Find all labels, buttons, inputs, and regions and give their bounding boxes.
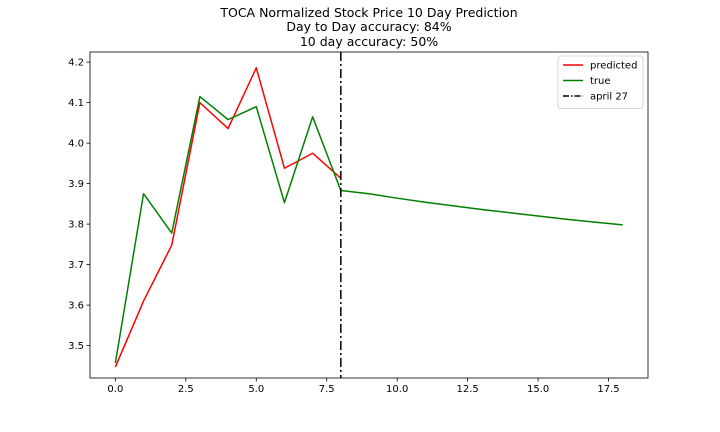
y-tick-label: 3.9: [68, 179, 84, 190]
legend-label-true: true: [590, 76, 611, 87]
y-tick-label: 3.8: [68, 220, 84, 231]
x-tick-label: 0.0: [107, 384, 123, 395]
chart-title-line-1: TOCA Normalized Stock Price 10 Day Predi…: [219, 5, 517, 20]
axes-frame: [89, 51, 649, 379]
chart-title-line-3: 10 day accuracy: 50%: [300, 34, 438, 49]
y-tick-label: 3.5: [68, 341, 84, 352]
x-tick-label: 2.5: [178, 384, 194, 395]
chart-title-line-2: Day to Day accuracy: 84%: [286, 19, 451, 34]
plot-area: 0.0 2.5 5.0 7.5 10.0 12.5 15.0 17.5 3.5 3.6 3.7 3.8…: [68, 51, 649, 395]
y-tick-label: 3.7: [68, 260, 84, 271]
chart-title: TOCA Normalized Stock Price 10 Day Predi…: [219, 5, 517, 49]
y-tick-label: 4.1: [68, 98, 84, 109]
series-line-predicted: [114, 67, 342, 368]
series-line-true: [114, 95, 623, 364]
legend-label-april-27: april 27: [590, 92, 628, 103]
x-tick-label: 12.5: [457, 384, 479, 395]
y-tick-label: 3.6: [68, 301, 84, 312]
legend: predicted true april 27: [557, 55, 644, 109]
x-tick-label: 5.0: [248, 384, 264, 395]
x-tick-label: 15.0: [527, 384, 549, 395]
y-tick-label: 4.2: [68, 58, 84, 69]
legend-label-predicted: predicted: [590, 61, 637, 72]
x-tick-label: 7.5: [319, 384, 335, 395]
x-tick-label: 10.0: [386, 384, 408, 395]
x-tick-label: 17.5: [597, 384, 619, 395]
y-tick-label: 4.0: [68, 139, 84, 150]
